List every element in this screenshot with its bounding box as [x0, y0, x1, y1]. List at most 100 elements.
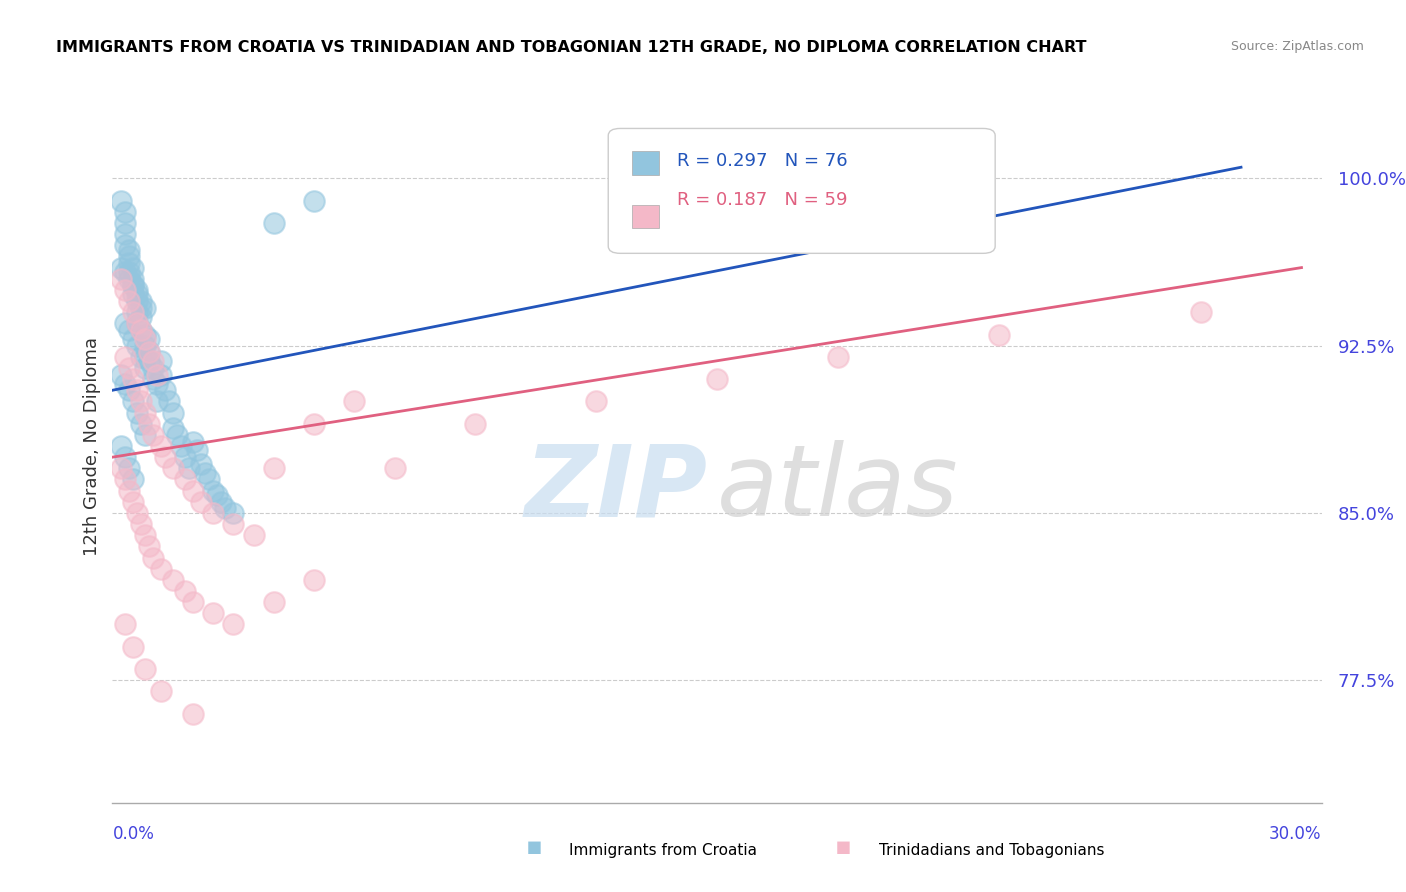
Point	[263, 595, 285, 609]
Point	[302, 417, 325, 431]
Point	[117, 243, 139, 257]
Point	[142, 372, 165, 386]
Point	[125, 316, 148, 330]
Point	[384, 461, 406, 475]
Point	[166, 427, 188, 442]
Text: IMMIGRANTS FROM CROATIA VS TRINIDADIAN AND TOBAGONIAN 12TH GRADE, NO DIPLOMA COR: IMMIGRANTS FROM CROATIA VS TRINIDADIAN A…	[56, 40, 1087, 55]
Point	[302, 194, 325, 208]
Point	[149, 354, 172, 368]
Point	[827, 350, 849, 364]
Text: R = 0.187   N = 59: R = 0.187 N = 59	[678, 191, 848, 209]
Point	[134, 427, 156, 442]
Text: ▪: ▪	[526, 836, 543, 859]
Point	[114, 265, 136, 279]
Point	[125, 405, 148, 419]
Point	[149, 684, 172, 698]
Point	[129, 294, 152, 309]
Point	[222, 517, 245, 532]
Point	[114, 473, 136, 487]
Point	[125, 305, 148, 319]
Point	[190, 494, 212, 508]
Point	[114, 204, 136, 219]
Point	[214, 501, 236, 516]
Point	[134, 339, 156, 353]
Point	[181, 706, 204, 721]
Point	[242, 528, 264, 542]
Point	[117, 483, 139, 498]
Point	[114, 227, 136, 242]
Point	[129, 310, 152, 324]
Point	[177, 461, 200, 475]
Point	[121, 473, 143, 487]
Point	[125, 506, 148, 520]
Point	[174, 450, 197, 465]
Point	[302, 573, 325, 587]
Point	[121, 287, 143, 301]
Point	[146, 368, 169, 382]
Point	[121, 372, 143, 386]
Point	[162, 405, 184, 419]
Text: R = 0.297   N = 76: R = 0.297 N = 76	[678, 152, 848, 169]
Point	[174, 473, 197, 487]
Point	[202, 506, 225, 520]
Point	[125, 339, 148, 353]
Point	[129, 323, 152, 337]
Point	[114, 216, 136, 230]
Point	[117, 461, 139, 475]
Point	[207, 488, 229, 502]
Point	[198, 473, 221, 487]
Point	[110, 439, 132, 453]
Point	[125, 316, 148, 330]
Point	[121, 271, 143, 285]
Point	[190, 457, 212, 471]
Point	[121, 305, 143, 319]
Text: Source: ZipAtlas.com: Source: ZipAtlas.com	[1230, 40, 1364, 54]
Text: Immigrants from Croatia: Immigrants from Croatia	[569, 843, 758, 857]
Point	[142, 354, 165, 368]
Point	[157, 394, 180, 409]
Point	[222, 506, 245, 520]
Point	[125, 283, 148, 297]
Point	[585, 394, 607, 409]
Point	[343, 394, 366, 409]
Point	[117, 361, 139, 376]
FancyBboxPatch shape	[633, 205, 659, 228]
Point	[134, 301, 156, 315]
Point	[134, 405, 156, 419]
Point	[117, 323, 139, 337]
Point	[117, 256, 139, 270]
Point	[263, 216, 285, 230]
Text: Trinidadians and Tobagonians: Trinidadians and Tobagonians	[879, 843, 1104, 857]
Point	[153, 384, 176, 398]
Point	[142, 361, 165, 376]
Point	[117, 250, 139, 264]
Point	[134, 528, 156, 542]
Y-axis label: 12th Grade, No Diploma: 12th Grade, No Diploma	[83, 336, 101, 556]
FancyBboxPatch shape	[609, 128, 995, 253]
Text: 0.0%: 0.0%	[112, 825, 155, 843]
Point	[110, 368, 132, 382]
Point	[114, 617, 136, 632]
Point	[209, 494, 232, 508]
Point	[117, 271, 139, 285]
Point	[153, 450, 176, 465]
Point	[129, 417, 152, 431]
Text: 30.0%: 30.0%	[1270, 825, 1322, 843]
Point	[117, 294, 139, 309]
Point	[162, 573, 184, 587]
Point	[138, 417, 160, 431]
Point	[186, 443, 208, 458]
Point	[170, 439, 193, 453]
Point	[134, 332, 156, 346]
Point	[134, 361, 156, 376]
Point	[121, 394, 143, 409]
Point	[121, 260, 143, 275]
Point	[121, 332, 143, 346]
Point	[138, 332, 160, 346]
Point	[202, 607, 225, 621]
Point	[114, 238, 136, 252]
Point	[129, 301, 152, 315]
Point	[121, 278, 143, 293]
Point	[134, 662, 156, 676]
Point	[110, 260, 132, 275]
